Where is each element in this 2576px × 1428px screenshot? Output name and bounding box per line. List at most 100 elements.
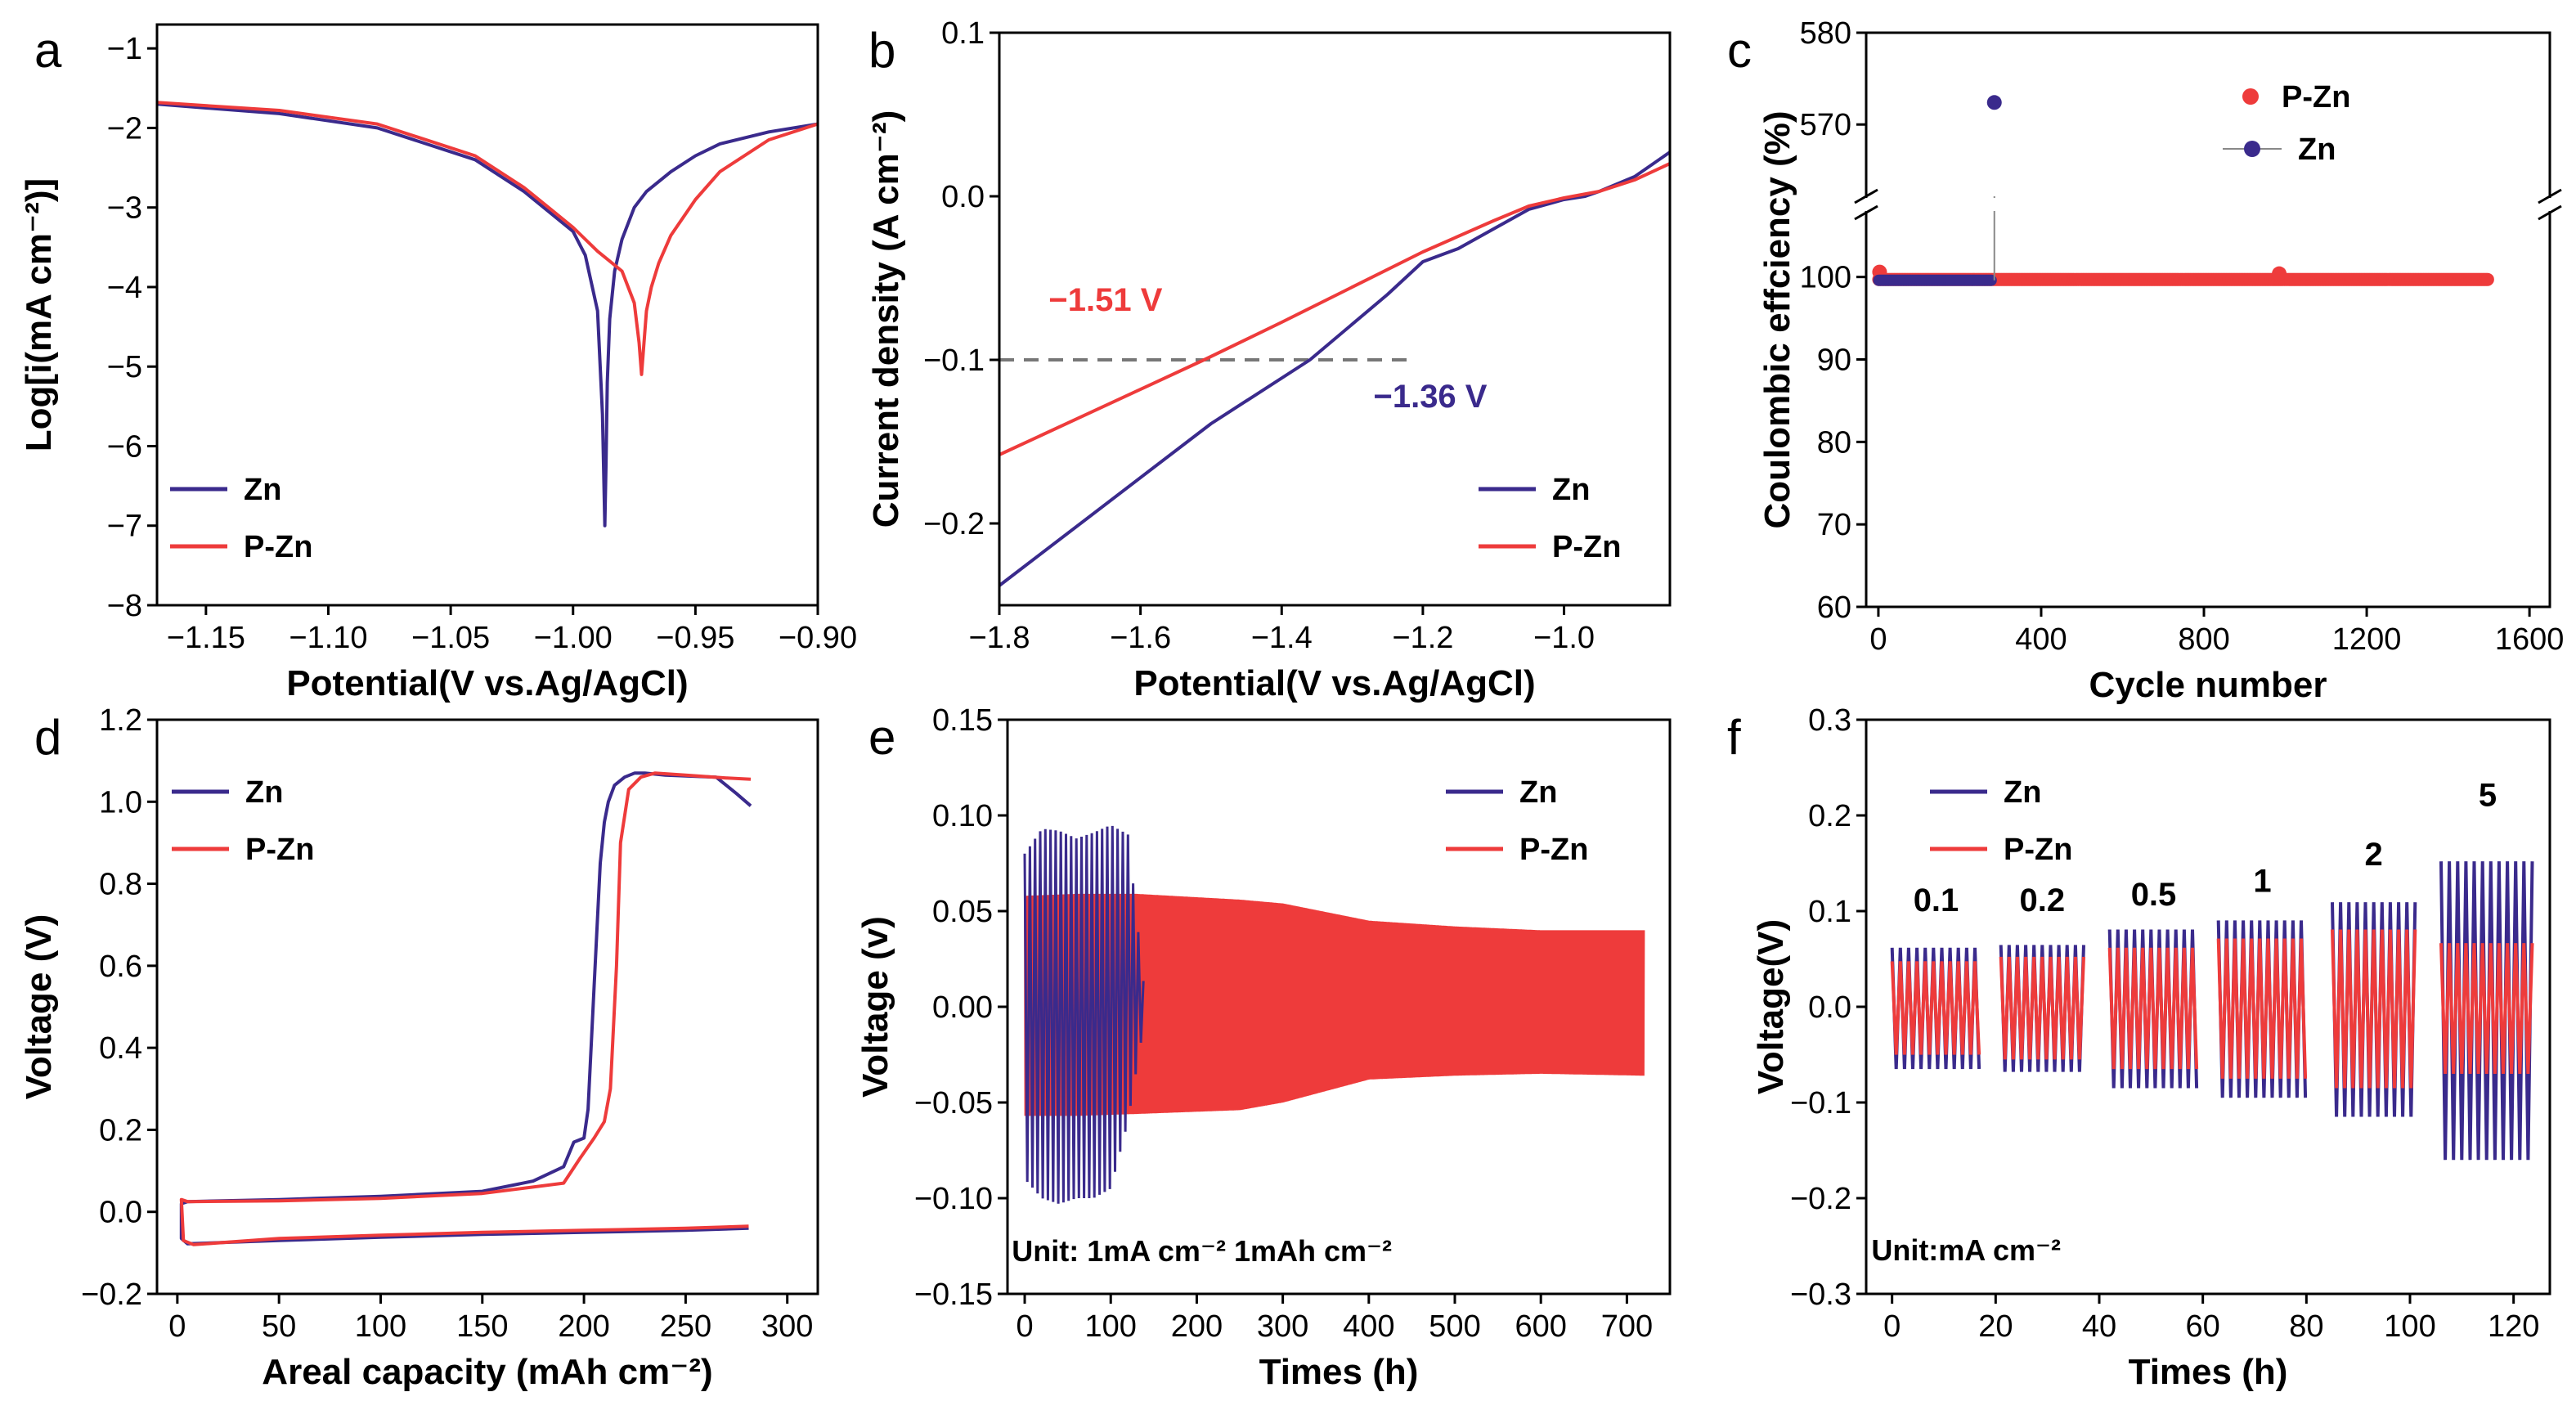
axis-break-mark <box>2538 188 2562 204</box>
y-tick-label-d: 1.0 <box>99 785 142 820</box>
x-tick-label-d: 150 <box>456 1309 508 1344</box>
plot-frame-a <box>155 23 819 607</box>
axis-break-mark <box>1854 204 1878 221</box>
x-tick-label-c: 400 <box>2015 622 2067 657</box>
zn-point <box>1986 95 2002 110</box>
panel-f: 0.1 0.2 0.5 1 2 5 Unit:mA cm⁻² 0 20 40 60 80 100 120 T… <box>1727 703 2551 1392</box>
legend-label-b: Zn <box>1552 473 1590 507</box>
series-line-p-zn <box>999 162 1671 456</box>
y-tick-label-e: 0.15 <box>932 703 993 738</box>
x-tick-label-b: −1.2 <box>1392 621 1453 655</box>
y-tick-label-f: 0.2 <box>1808 799 1851 833</box>
y-tick-label-b: 0.0 <box>941 180 985 214</box>
y-tick-label-e: 0.00 <box>932 990 993 1025</box>
panel-label-c: c <box>1727 23 1752 78</box>
legend-label-e: Zn <box>1519 775 1557 810</box>
y-tick-label-b: 0.1 <box>941 16 985 51</box>
x-tick-label-e: 600 <box>1515 1309 1567 1344</box>
x-tick-label-d: 100 <box>355 1309 406 1344</box>
y-tick-label-a: −7 <box>107 510 142 544</box>
rate-label: 5 <box>2479 777 2497 813</box>
y-tick-label-d: 0.0 <box>99 1196 142 1230</box>
y-tick-label-a: −5 <box>107 350 142 384</box>
y-axis-label-a: Log[i(mA cm⁻²)] <box>19 178 59 451</box>
annotation-f: Unit:mA cm⁻² <box>1871 1233 2061 1267</box>
y-tick-label-a: −2 <box>107 111 142 146</box>
legend-label-a: Zn <box>244 473 281 507</box>
panel-e: Unit: 1mA cm⁻² 1mAh cm⁻² 0 100 200 300 400 500… <box>855 703 1672 1392</box>
legend-label-f: Zn <box>2004 775 2041 810</box>
y-axis-label-e: Voltage (v) <box>855 916 895 1098</box>
series-line-zn <box>179 771 752 1246</box>
series-line-pzn <box>2439 943 2534 1074</box>
series-line-pzn <box>2107 947 2199 1070</box>
y-tick-label-a: −1 <box>107 32 142 66</box>
plot-frame-b <box>998 31 1672 607</box>
x-tick-label-b: −1.6 <box>1110 621 1171 655</box>
rate-label: 2 <box>2365 837 2383 873</box>
series-line-pzn <box>2216 938 2308 1079</box>
y-tick-label-c: 100 <box>1800 261 1851 295</box>
y-tick-label-d: 0.8 <box>99 868 142 902</box>
x-tick-label-e: 700 <box>1601 1309 1653 1344</box>
y-axis-label-f: Voltage(V) <box>1751 919 1791 1094</box>
y-tick-label-a: −3 <box>107 191 142 226</box>
axis-break-gap <box>1850 198 2566 211</box>
y-tick-label-f: −0.3 <box>1790 1278 1851 1312</box>
panel-label-b: b <box>868 23 895 78</box>
y-tick-label-a: −8 <box>107 589 142 623</box>
y-tick-label-e: −0.05 <box>914 1086 993 1120</box>
x-tick-label-f: 0 <box>1883 1309 1901 1344</box>
legend-label-a: P-Zn <box>244 530 312 564</box>
x-tick-label-a: −1.00 <box>534 621 613 655</box>
y-tick-label-f: 0.0 <box>1808 990 1851 1025</box>
x-tick-label-d: 300 <box>761 1309 813 1344</box>
y-axis-label-d: Voltage (V) <box>19 914 59 1100</box>
annotation-b: −1.51 V <box>1048 282 1162 318</box>
y-tick-label-c: 580 <box>1800 16 1851 51</box>
panel-d: 0 50 100 150 200 250 300 Areal capacity (mAh cm… <box>19 703 819 1392</box>
y-tick-label-e: 0.05 <box>932 895 993 929</box>
y-tick-label-d: 1.2 <box>99 703 142 738</box>
x-axis-label-f: Times (h) <box>2129 1352 2288 1392</box>
y-tick-label-e: −0.15 <box>914 1278 993 1312</box>
x-tick-label-e: 100 <box>1085 1309 1137 1344</box>
y-tick-label-c: 570 <box>1800 108 1851 142</box>
x-tick-label-d: 50 <box>262 1309 296 1344</box>
y-tick-label-e: 0.10 <box>932 799 993 833</box>
y-tick-label-d: 0.4 <box>99 1031 142 1066</box>
rate-label: 0.1 <box>1914 882 1959 918</box>
x-tick-label-a: −0.95 <box>656 621 734 655</box>
y-tick-label-a: −6 <box>107 429 142 464</box>
legend-swatch-c <box>2244 141 2260 157</box>
series-line-pzn <box>2331 929 2417 1089</box>
legend-label-d: P-Zn <box>245 833 314 867</box>
series-line-pzn <box>1890 961 1981 1055</box>
legend-label-d: Zn <box>245 775 283 810</box>
series-line-zn <box>1023 825 1145 1204</box>
x-tick-label-c: 800 <box>2178 622 2229 657</box>
y-tick-label-d: 0.2 <box>99 1113 142 1147</box>
x-tick-label-b: −1.4 <box>1251 621 1313 655</box>
axis-break-mark <box>1854 188 1878 204</box>
y-tick-label-e: −0.10 <box>914 1182 993 1216</box>
x-tick-label-f: 80 <box>2289 1309 2323 1344</box>
plot-frame-c <box>1865 31 2551 608</box>
x-tick-label-f: 20 <box>1978 1309 2013 1344</box>
panel-a: −1.15 −1.10 −1.05 −1.00 −0.95 −0.90 Potential(… <box>19 23 857 703</box>
rate-label: 1 <box>2253 864 2271 900</box>
x-tick-label-e: 500 <box>1429 1309 1480 1344</box>
x-tick-label-b: −1.8 <box>968 621 1030 655</box>
series-line-p-zn <box>179 771 752 1246</box>
panel-label-d: d <box>34 710 61 765</box>
pzn-point <box>2272 266 2287 281</box>
x-tick-label-e: 400 <box>1343 1309 1394 1344</box>
x-tick-label-e: 0 <box>1016 1309 1033 1344</box>
y-tick-label-f: 0.3 <box>1808 703 1851 738</box>
rate-label: 0.5 <box>2131 877 2177 913</box>
x-axis-label-b: Potential(V vs.Ag/AgCl) <box>1133 663 1535 703</box>
pzn-point <box>2480 272 2494 286</box>
y-tick-label-c: 80 <box>1817 425 1851 460</box>
x-tick-label-a: −0.90 <box>779 621 857 655</box>
